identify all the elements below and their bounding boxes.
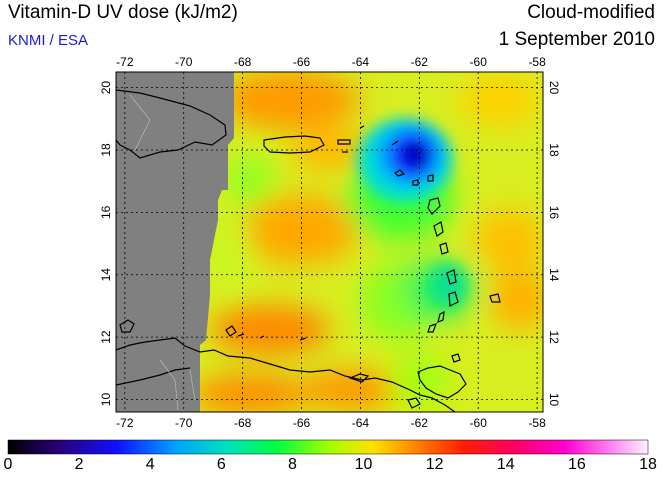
map-frame	[115, 71, 544, 413]
no-data-region	[116, 72, 234, 412]
lon-tick-label-top: -62	[411, 55, 429, 69]
lon-tick-label-bottom: -62	[411, 416, 429, 430]
lon-tick-label-bottom: -66	[293, 416, 311, 430]
lon-tick-label-bottom: -72	[116, 416, 134, 430]
colorbar-tick-label: 12	[425, 456, 444, 473]
lon-tick-label-top: -70	[175, 55, 193, 69]
lat-tick-label-left: 18	[99, 143, 113, 157]
lon-tick-label-bottom: -60	[470, 416, 488, 430]
map-date: 1 September 2010	[498, 29, 655, 50]
lat-tick-label-left: 20	[99, 81, 113, 95]
colorbar	[7, 439, 649, 455]
lon-tick-label-bottom: -68	[234, 416, 252, 430]
colorbar-tick-label: 0	[3, 456, 13, 473]
lat-tick-label-right: 16	[547, 206, 561, 220]
lon-tick-label-top: -58	[528, 55, 546, 69]
lat-tick-label-right: 18	[547, 143, 561, 157]
colorbar-tick-label: 14	[496, 456, 515, 473]
lon-tick-label-top: -68	[234, 55, 252, 69]
lon-tick-label-bottom: -58	[528, 416, 546, 430]
lat-tick-label-right: 14	[547, 268, 561, 282]
lon-tick-label-top: -72	[116, 55, 134, 69]
lat-tick-label-left: 16	[99, 205, 113, 219]
data-credit: KNMI / ESA	[8, 32, 89, 49]
borders	[129, 94, 196, 411]
lon-tick-label-bottom: -64	[352, 416, 370, 430]
lat-tick-label-right: 20	[547, 81, 561, 95]
lat-tick-label-right: 12	[547, 330, 561, 344]
lat-tick-label-left: 14	[99, 268, 113, 282]
colorbar-tick-label: 16	[567, 456, 586, 473]
longitude-labels: -72 -72 -70 -70 -68 -68 -66 -66 -64 -64 -62 -62 -60 -…	[116, 55, 546, 430]
lat-tick-label-right: 10	[547, 393, 561, 407]
product-label: Cloud-modified	[527, 2, 655, 23]
colorbar-tick-label: 2	[74, 456, 84, 473]
colorbar-tick-label: 8	[287, 456, 297, 473]
map-title: Vitamin-D UV dose (kJ/m2)	[8, 2, 238, 23]
lon-tick-label-top: -64	[352, 55, 370, 69]
lat-tick-label-left: 12	[99, 330, 113, 344]
coastlines	[115, 89, 501, 413]
uv-field	[116, 72, 543, 412]
lon-tick-label-bottom: -70	[175, 416, 193, 430]
colorbar-tick-label: 6	[216, 456, 226, 473]
lat-tick-label-left: 10	[99, 393, 113, 407]
lat-lon-grid	[116, 72, 543, 412]
colorbar-tick-label: 4	[145, 456, 155, 473]
colorbar-tick-label: 10	[354, 456, 373, 473]
latitude-labels: 20 20 18 18 16 16 14 14 12 12 10 10	[99, 81, 561, 407]
lon-tick-label-top: -60	[470, 55, 488, 69]
colorbar-tick-label: 18	[639, 456, 657, 473]
colorbar-labels: 0 2 4 6 8 10 12 14 16 18	[0, 456, 665, 478]
lon-tick-label-top: -66	[293, 55, 311, 69]
